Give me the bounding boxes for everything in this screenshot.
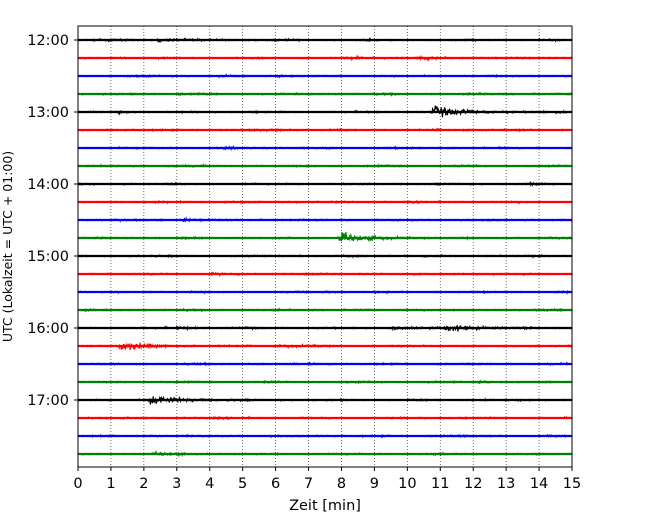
seismogram-traces	[77, 37, 573, 458]
x-tick-label: 7	[304, 476, 313, 492]
x-tick-label: 5	[238, 476, 247, 492]
y-tick-label: 15:00	[27, 249, 69, 265]
x-axis-ticks: 0 1 2 3 4 5 6 7 8 9 10 11 12 13 14 15	[73, 467, 581, 492]
x-tick-label: 10	[398, 476, 416, 492]
y-axis-title: UTC (Lokalzeit = UTC + 01:00)	[0, 151, 15, 342]
x-tick-label: 0	[73, 476, 82, 492]
y-tick-label: 17:00	[27, 393, 69, 409]
x-tick-label: 14	[530, 476, 548, 492]
trace-line	[77, 231, 573, 243]
x-tick-label: 3	[172, 476, 181, 492]
y-tick-label: 13:00	[27, 105, 69, 121]
plot-frame	[77, 25, 573, 468]
x-axis-title: Zeit [min]	[289, 498, 361, 514]
x-tick-label: 2	[139, 476, 148, 492]
x-tick-label: 13	[497, 476, 515, 492]
y-axis-ticks: 12:00 13:00 14:00 15:00 16:00 17:00	[27, 33, 78, 409]
x-tick-label: 8	[337, 476, 346, 492]
y-tick-label: 14:00	[27, 177, 69, 193]
x-tick-label: 12	[464, 476, 482, 492]
x-tick-label: 11	[431, 476, 449, 492]
x-tick-label: 9	[370, 476, 379, 492]
x-tick-label: 4	[205, 476, 214, 492]
y-tick-label: 12:00	[27, 33, 69, 49]
x-tick-label: 15	[563, 476, 581, 492]
y-tick-label: 16:00	[27, 321, 69, 337]
x-tick-label: 6	[271, 476, 280, 492]
x-tick-label: 1	[106, 476, 115, 492]
